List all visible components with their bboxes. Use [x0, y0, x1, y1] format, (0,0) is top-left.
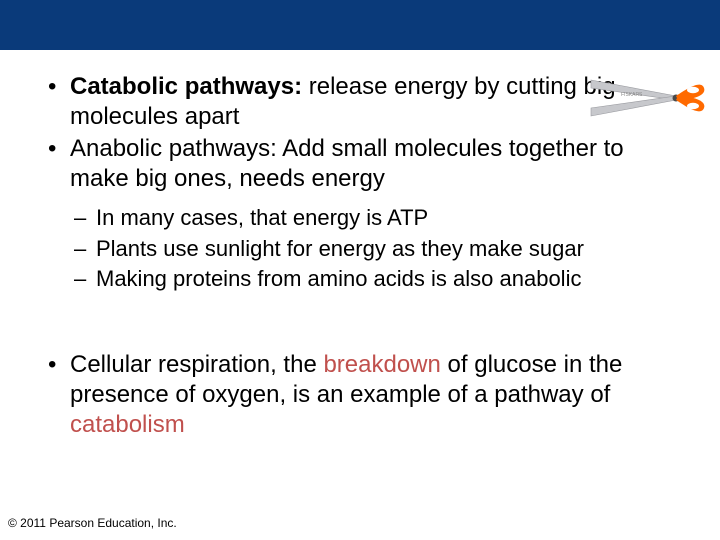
resp-red-catabolism: catabolism: [70, 411, 185, 438]
copyright-text: © 2011 Pearson Education, Inc.: [8, 516, 177, 530]
header-bar: [0, 0, 720, 50]
sub-bullet-list: In many cases, that energy is ATP Plants…: [70, 204, 680, 294]
sub-bullet-proteins: Making proteins from amino acids is also…: [70, 265, 680, 294]
handle-bottom-hole: [687, 103, 699, 109]
bullet-anabolic: Anabolic pathways: Add small molecules t…: [40, 134, 680, 194]
blade-bottom: [591, 96, 676, 116]
scissors-brand: FISKARS: [621, 92, 643, 98]
sub-bullet-plants: Plants use sunlight for energy as they m…: [70, 235, 680, 264]
sub-bullet-atp: In many cases, that energy is ATP: [70, 204, 680, 233]
main-bullet-list-2: Cellular respiration, the breakdown of g…: [40, 350, 680, 440]
spacer: [40, 296, 680, 350]
resp-pre: Cellular respiration, the: [70, 351, 323, 378]
bullet-catabolic-bold: Catabolic pathways:: [70, 73, 302, 100]
resp-red-breakdown: breakdown: [323, 351, 440, 378]
bullet-respiration: Cellular respiration, the breakdown of g…: [40, 350, 680, 440]
handle-top-hole: [687, 87, 699, 93]
scissors-image: FISKARS: [576, 58, 706, 138]
